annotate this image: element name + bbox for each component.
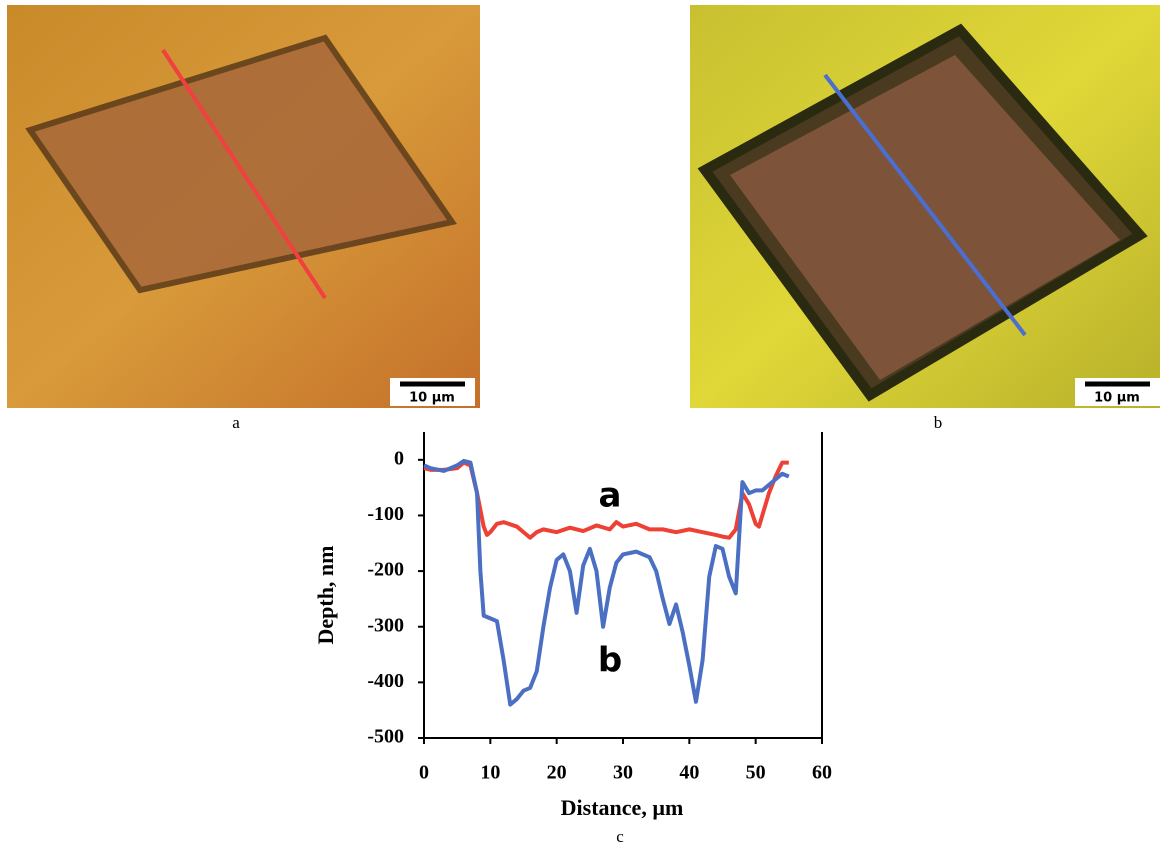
micrograph-a: 10 µm bbox=[7, 5, 480, 408]
panel-label: c bbox=[616, 827, 624, 846]
x-axis-label: Distance, µm bbox=[561, 795, 684, 820]
series-label: a bbox=[599, 476, 622, 516]
x-tick-label: 50 bbox=[746, 762, 766, 784]
y-tick-label: -200 bbox=[367, 559, 404, 581]
x-tick-label: 60 bbox=[812, 762, 832, 784]
y-tick-label: -400 bbox=[367, 670, 404, 692]
x-tick-label: 30 bbox=[613, 762, 633, 784]
y-axis-label: Depth, nm bbox=[313, 545, 338, 644]
scale-bar-label: 10 µm bbox=[409, 391, 455, 406]
panel-label: a bbox=[232, 413, 240, 432]
x-tick-label: 20 bbox=[547, 762, 567, 784]
y-tick-label: -100 bbox=[367, 503, 404, 525]
y-tick-label: -300 bbox=[367, 614, 404, 636]
micrograph-b: 10 µm bbox=[690, 5, 1160, 408]
panel-label: b bbox=[934, 413, 943, 432]
y-tick-label: 0 bbox=[394, 447, 404, 469]
x-tick-label: 10 bbox=[480, 762, 500, 784]
y-tick-label: -500 bbox=[367, 726, 404, 748]
series-label: b bbox=[598, 641, 622, 681]
x-tick-label: 40 bbox=[679, 762, 699, 784]
figure: 10 µm 10 µm a b c Distance, µm Depth, nm… bbox=[0, 0, 1162, 847]
scale-bar-label: 10 µm bbox=[1094, 391, 1140, 406]
x-tick-label: 0 bbox=[419, 762, 429, 784]
